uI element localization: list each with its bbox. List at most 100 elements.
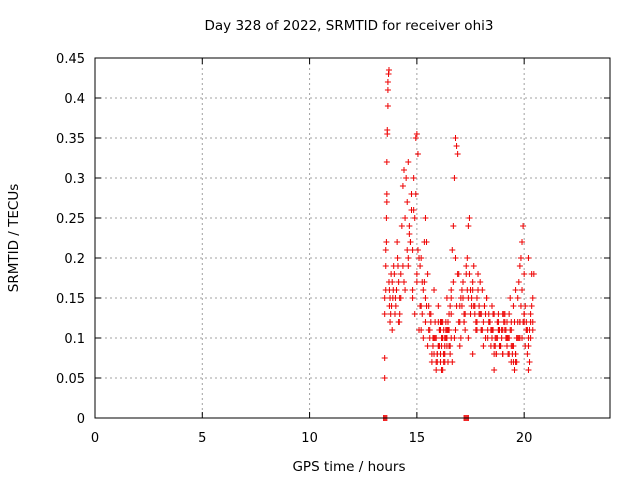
data-point [406, 223, 413, 229]
data-point [455, 319, 462, 325]
grid-lines [95, 58, 610, 418]
data-point [416, 327, 423, 333]
data-point [465, 335, 472, 341]
data-point [384, 87, 391, 93]
data-point [433, 335, 440, 341]
axis-ticks [94, 57, 610, 419]
data-point [487, 327, 494, 333]
data-point [476, 303, 483, 309]
data-point [449, 359, 456, 365]
data-point [457, 295, 464, 301]
data-point [382, 263, 389, 269]
data-point [389, 279, 396, 285]
data-point [436, 343, 443, 349]
data-point [450, 279, 457, 285]
data-point [488, 303, 495, 309]
data-point [499, 351, 506, 357]
data-point [387, 319, 394, 325]
data-point [452, 135, 459, 141]
data-point [411, 311, 418, 317]
data-point [401, 167, 407, 173]
data-point [516, 263, 523, 269]
x-tick-label: 15 [409, 431, 426, 446]
data-point [412, 191, 419, 197]
data-point [384, 79, 391, 85]
data-point [483, 295, 490, 301]
data-point [401, 279, 407, 285]
data-point [395, 319, 402, 325]
data-point [381, 375, 388, 381]
data-point [507, 327, 514, 333]
data-point [383, 215, 390, 221]
data-point [456, 343, 463, 349]
data-point [481, 303, 488, 309]
data-point [464, 255, 471, 261]
y-tick-label: 0.2 [64, 252, 85, 267]
data-point [424, 271, 431, 277]
data-point [491, 367, 498, 373]
data-point [527, 311, 534, 317]
data-point [425, 327, 432, 333]
data-point [420, 335, 427, 341]
data-point [448, 335, 455, 341]
data-point [493, 351, 500, 357]
data-point [525, 335, 532, 341]
data-point [409, 295, 416, 301]
data-point [442, 335, 449, 341]
x-tick-label: 0 [91, 431, 99, 446]
data-point [413, 271, 420, 277]
data-point [473, 327, 480, 333]
data-point [516, 319, 523, 325]
data-point [480, 319, 487, 325]
data-point [452, 327, 459, 333]
data-point [396, 295, 403, 301]
data-point [406, 231, 413, 237]
data-point [394, 255, 401, 261]
data-point [412, 135, 419, 141]
y-tick-labels: 0 0.05 0.1 0.15 0.2 0.25 0.3 0.35 0.4 0.45 [56, 52, 85, 427]
data-point [389, 327, 396, 333]
data-point [505, 351, 512, 357]
data-point [384, 127, 391, 133]
data-point [475, 287, 482, 293]
data-point [512, 351, 519, 357]
y-tick-label: 0.35 [56, 132, 85, 147]
data-point [510, 359, 517, 365]
data-point [506, 311, 513, 317]
data-point [520, 223, 527, 229]
data-point [461, 319, 468, 325]
data-point [405, 159, 412, 165]
data-point [525, 255, 532, 261]
data-point [511, 367, 518, 373]
data-point [441, 359, 448, 365]
data-point [523, 327, 530, 333]
y-axis-label: SRMTID / TECUs [6, 184, 22, 292]
data-point [413, 279, 420, 285]
data-point [422, 215, 429, 221]
data-point [468, 295, 475, 301]
data-point [492, 335, 499, 341]
data-point [418, 303, 425, 309]
data-point [528, 303, 535, 309]
data-point [448, 311, 455, 317]
data-point [465, 223, 472, 229]
data-point [411, 215, 418, 221]
data-point [460, 279, 467, 285]
data-point [521, 311, 528, 317]
data-point [508, 343, 515, 349]
data-point [381, 355, 388, 361]
data-point [398, 223, 405, 229]
data-point [396, 311, 403, 317]
x-axis-label: GPS time / hours [292, 459, 405, 475]
data-point [453, 303, 460, 309]
data-point [469, 351, 476, 357]
data-point [530, 271, 537, 277]
y-tick-label: 0.15 [56, 292, 85, 307]
data-point [431, 287, 438, 293]
data-point [424, 343, 431, 349]
data-point [479, 327, 486, 333]
data-point [499, 311, 506, 317]
data-point [462, 327, 469, 333]
data-point [444, 319, 451, 325]
data-point [405, 255, 412, 261]
